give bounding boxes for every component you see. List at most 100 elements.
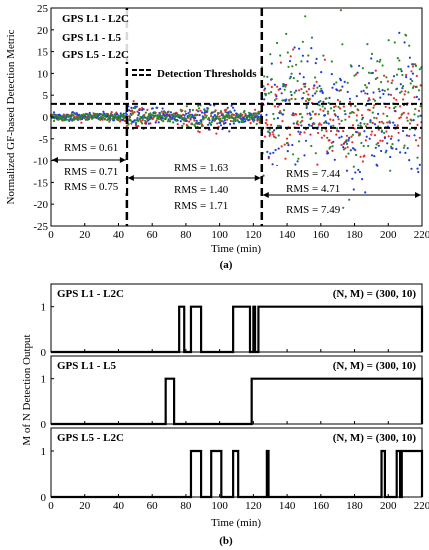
subplot-frame [50,283,423,353]
point [112,115,115,119]
point [402,98,405,101]
point [251,116,254,119]
point [52,119,56,123]
point [325,130,328,133]
point [330,60,333,63]
ylabel-a: Normalized GF-based Detection Metric [5,29,17,204]
point [392,97,396,100]
point [347,138,350,141]
point [80,121,83,124]
point [360,90,363,93]
point [301,97,304,100]
point [136,110,139,113]
point [137,119,140,123]
point [279,125,282,128]
point [296,160,299,163]
point [310,144,313,148]
point [367,144,370,148]
point [388,106,391,109]
point [185,112,188,115]
point [408,122,411,125]
point [307,54,310,57]
point [163,117,166,120]
rms-0-1: RMS = 0.71 [64,166,118,178]
point [266,130,270,133]
point [268,131,271,134]
point [329,146,332,149]
point [392,75,396,78]
point [309,133,312,136]
point [300,88,303,91]
point [391,79,394,82]
point [342,130,345,133]
point [272,151,275,154]
point [275,95,278,98]
point [377,128,380,131]
point [264,121,267,125]
point [377,87,380,91]
point [314,62,317,65]
point [395,98,398,101]
point [340,119,343,122]
point [216,122,219,125]
point [336,115,339,118]
y-tick-label: -10 [33,156,48,168]
point [162,113,165,116]
point [79,117,82,120]
point [380,81,383,84]
point [151,107,154,110]
point [63,117,66,120]
point [369,119,372,122]
point [355,73,358,76]
point [348,198,351,201]
point [216,116,219,119]
panel-a: 0 20 40 60 80 100 120 140 160 180 200 220 25 20 15 10 5 0… [5,3,429,271]
point [335,133,338,136]
point [172,121,175,124]
point [287,65,290,68]
point [203,109,207,112]
point [364,139,367,142]
point [337,105,340,109]
point [300,124,303,127]
x-tick-label: 100 [211,229,228,241]
point [115,112,119,116]
point [398,59,401,62]
point [182,122,185,125]
point [273,83,276,86]
point [184,110,187,113]
point [301,54,304,57]
point [334,114,337,117]
point [376,60,379,63]
point [355,95,358,98]
point [62,119,65,122]
point [384,105,387,108]
point [309,113,312,116]
point [375,143,378,146]
point [298,47,301,50]
point [95,115,98,118]
point [247,115,250,118]
point [253,117,256,120]
point [326,150,329,153]
point [171,113,174,116]
point [256,119,259,122]
point [315,57,318,61]
point [303,131,306,134]
point [339,107,342,110]
point [295,63,298,66]
point [188,120,191,123]
point [333,83,336,86]
point [169,120,172,123]
panel-b: 0 1 GPS L1 - L2C (N, M) = (300, 10) 0 1 GPS L1… [21,283,429,547]
point [209,122,212,125]
point [265,118,268,122]
point [204,116,207,119]
point [415,74,418,78]
point [200,121,203,124]
point [203,113,207,116]
point [372,106,375,109]
point [333,109,336,112]
point [381,139,384,142]
rms-0-0: RMS = 0.61 [64,142,118,154]
